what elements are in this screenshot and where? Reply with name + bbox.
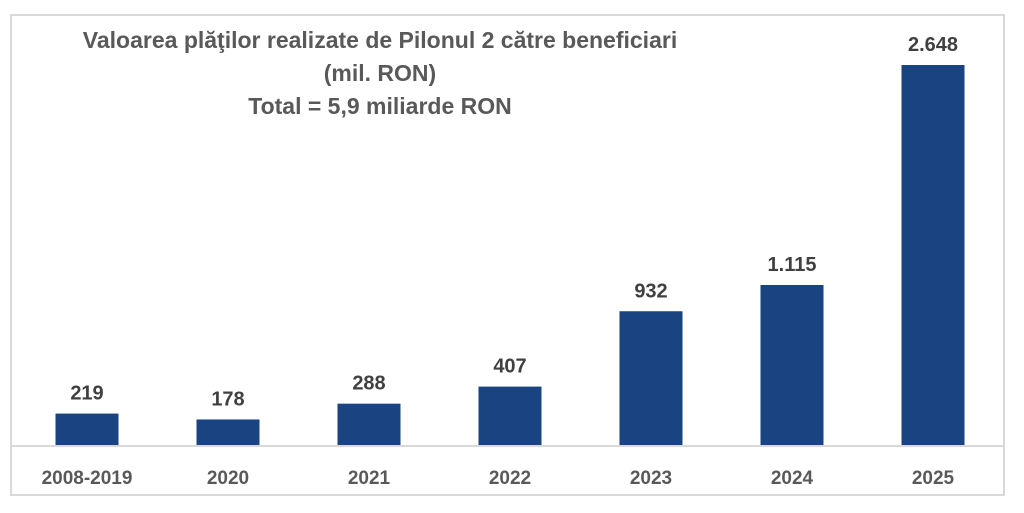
data-label-2008-2019: 219 <box>70 383 103 405</box>
data-label-2023: 932 <box>634 280 667 302</box>
bar-2023 <box>619 311 683 445</box>
x-tick-label-2008-2019: 2008-2019 <box>42 468 133 489</box>
bar-2022 <box>478 386 542 445</box>
x-tick-label-2020: 2020 <box>207 468 249 489</box>
data-label-2025: 2.648 <box>908 34 958 56</box>
chart-title-line-2: (mil. RON) <box>324 60 436 86</box>
bar-2024 <box>760 284 824 445</box>
bar-2025 <box>901 65 965 445</box>
data-label-2021: 288 <box>352 373 385 395</box>
x-tick-label-2023: 2023 <box>630 468 672 489</box>
data-label-2022: 407 <box>493 356 526 378</box>
x-tick-label-2021: 2021 <box>348 468 391 489</box>
bar-2021 <box>337 403 401 445</box>
data-label-2024: 1.115 <box>768 254 817 276</box>
bar-2008-2019 <box>55 413 119 445</box>
x-tick-label-2022: 2022 <box>489 468 531 489</box>
x-tick-label-2024: 2024 <box>771 468 814 489</box>
x-tick-label-2025: 2025 <box>912 468 955 489</box>
bar-2020 <box>196 419 260 445</box>
data-label-2020: 178 <box>211 388 244 410</box>
chart-title-line-1: Valoarea plăţilor realizate de Pilonul 2… <box>83 27 677 53</box>
chart-title-line-3: Total = 5,9 miliarde RON <box>248 93 512 119</box>
